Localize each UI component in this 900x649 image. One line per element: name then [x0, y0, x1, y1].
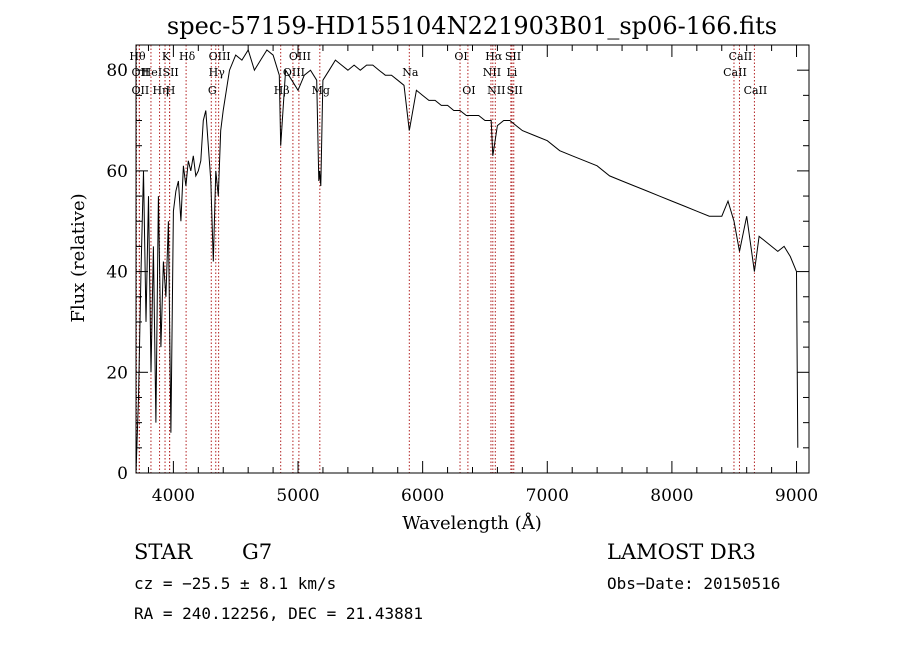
- spectral-line-label: CaII: [744, 84, 768, 97]
- x-tick-label: 8000: [650, 486, 693, 506]
- y-axis-ticks: 0 20 40 60 80: [106, 61, 809, 484]
- spectral-line-label: NII: [483, 66, 501, 79]
- spectral-line-label: Hθ: [129, 50, 146, 63]
- chart-title: spec-57159-HD155104N221903B01_sp06-166.f…: [167, 12, 777, 40]
- spectral-line-label: K: [162, 50, 171, 63]
- spectral-line-label: Hβ: [274, 84, 290, 97]
- spectral-line-label: Na: [402, 66, 419, 79]
- x-tick-label: 7000: [526, 486, 569, 506]
- spectral-line-label: OI: [462, 84, 475, 97]
- spectral-line-label: SII: [163, 66, 179, 79]
- y-tick-label: 0: [117, 464, 128, 484]
- spectral-line-label: OIII: [209, 50, 231, 63]
- spectral-line-label: H: [166, 84, 176, 97]
- y-tick-label: 80: [106, 61, 128, 81]
- object-class: STAR: [134, 540, 193, 564]
- spectral-line-label: OIII: [283, 66, 305, 79]
- x-tick-label: 9000: [775, 486, 818, 506]
- x-axis-ticks: 4000 5000 6000 7000 8000 9000: [147, 45, 818, 506]
- spectral-line-label: HeI: [142, 66, 162, 79]
- spectral-line-label: OIII: [289, 50, 311, 63]
- spectral-line-label: Mg: [312, 84, 330, 97]
- y-tick-label: 40: [106, 263, 128, 283]
- spectrum-line: [135, 48, 799, 474]
- y-axis-label: Flux (relative): [68, 193, 89, 322]
- subclass: G7: [242, 540, 272, 564]
- spectral-line-label: CaII: [723, 66, 747, 79]
- spectral-line-labels: HθOIIOIIHeIHηKHSIIHδGHγOIIIHβOIIIOIIIMgN…: [129, 50, 767, 97]
- survey-name: LAMOST DR3: [607, 540, 756, 564]
- x-tick-label: 4000: [152, 486, 195, 506]
- plot-frame: [135, 44, 810, 474]
- spectral-line-label: Hη: [152, 84, 168, 97]
- spectral-line-label: SII: [505, 50, 521, 63]
- spectral-line-label: Li: [506, 66, 517, 79]
- spectral-line-markers: [135, 45, 755, 473]
- x-tick-label: 6000: [401, 486, 444, 506]
- spectral-line-label: CaII: [729, 50, 753, 63]
- obs-date: Obs−Date: 20150516: [607, 574, 780, 593]
- spectral-line-label: OI: [454, 50, 467, 63]
- x-tick-label: 5000: [276, 486, 319, 506]
- y-tick-label: 20: [106, 363, 128, 383]
- coordinates: RA = 240.12256, DEC = 21.43881: [134, 604, 423, 623]
- x-axis-label: Wavelength (Å): [402, 512, 542, 534]
- spectral-line-label: G: [208, 84, 217, 97]
- y-tick-label: 60: [106, 162, 128, 182]
- spectral-line-label: Hδ: [179, 50, 196, 63]
- spectral-line-label: SII: [507, 84, 523, 97]
- redshift-cz: cz = −25.5 ± 8.1 km/s: [134, 574, 336, 593]
- spectral-line-label: NII: [487, 84, 505, 97]
- spectral-line-label: Hγ: [209, 66, 226, 79]
- spectral-line-label: Hα: [485, 50, 503, 63]
